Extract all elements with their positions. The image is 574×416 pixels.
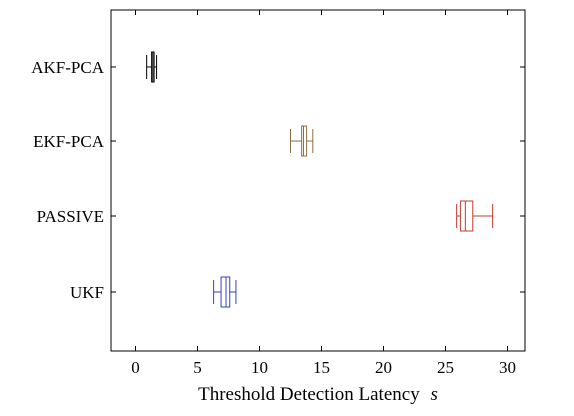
x-tick-label: 15 [313, 358, 330, 377]
box-series [146, 51, 494, 308]
x-tick-label: 10 [251, 358, 268, 377]
x-tick-label: 0 [131, 358, 140, 377]
x-tick-label: 5 [193, 358, 202, 377]
axis-ticks [111, 10, 525, 351]
box-iqr [301, 125, 308, 157]
plot-frame [110, 9, 526, 352]
box-ukf [213, 276, 237, 308]
y-tick-label: PASSIVE [37, 207, 104, 226]
x-tick-label: 20 [375, 358, 392, 377]
y-tick-label: UKF [70, 283, 104, 302]
y-tick-label: EKF-PCA [33, 132, 105, 151]
box-iqr [220, 276, 231, 308]
x-axis-title-unit: s [430, 384, 437, 405]
x-tick-label: 25 [437, 358, 454, 377]
tick-labels: 0 5 10 15 20 25 30 AKF-PCA EKF-PCA PASSIVE UKF [31, 58, 516, 377]
box-akf-pca [146, 51, 158, 83]
box-ekf-pca [290, 125, 314, 157]
x-axis-title: Threshold Detection Latency s [198, 384, 438, 405]
x-tick-label: 30 [499, 358, 516, 377]
box-iqr [459, 200, 474, 232]
x-axis-title-text: Threshold Detection Latency [198, 384, 420, 405]
y-tick-label: AKF-PCA [31, 58, 104, 77]
box-passive [456, 200, 494, 232]
